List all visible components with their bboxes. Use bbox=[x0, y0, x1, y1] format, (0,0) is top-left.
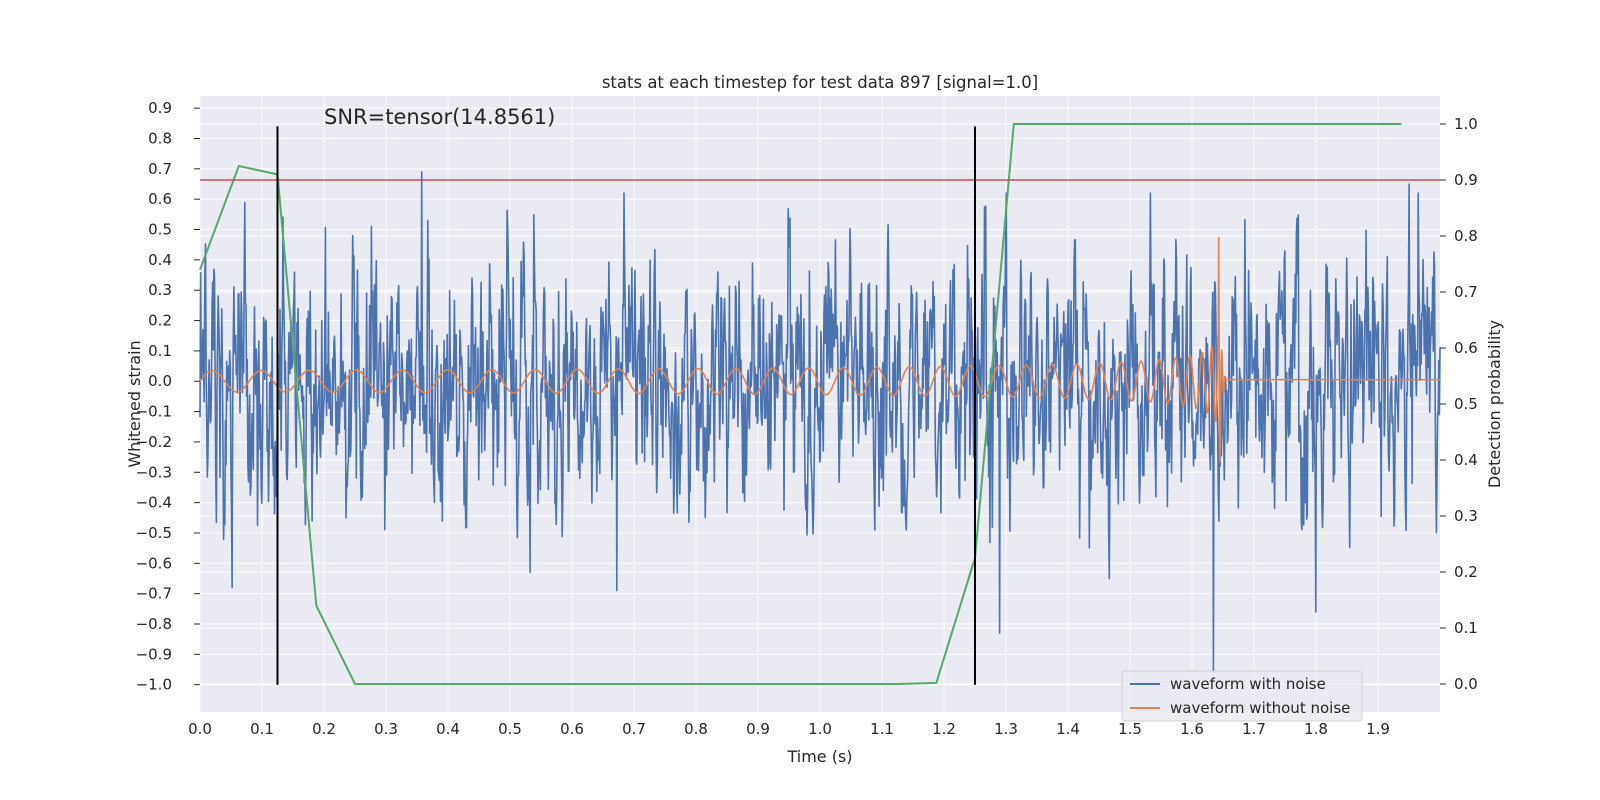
probability-line bbox=[199, 123, 1402, 685]
y-tick-label: −1.0 bbox=[136, 676, 172, 694]
x-tick-label: 0.2 bbox=[312, 720, 336, 738]
y-tick-label: 0.5 bbox=[148, 221, 172, 239]
y-tick-label: 0.9 bbox=[148, 99, 172, 117]
legend-box bbox=[1121, 670, 1363, 722]
chirp-line bbox=[199, 236, 1441, 463]
x-tick-label: 1.8 bbox=[1304, 720, 1328, 738]
x-tick-label: 0.7 bbox=[622, 720, 646, 738]
y-tick-label: −0.8 bbox=[136, 615, 172, 633]
y2-tick-label: 0.9 bbox=[1454, 171, 1478, 189]
y2-tick-label: 0.4 bbox=[1454, 451, 1478, 469]
x-tick-label: 0.9 bbox=[746, 720, 770, 738]
x-tick-label: 0.5 bbox=[498, 720, 522, 738]
y-tick-label: −0.4 bbox=[136, 494, 172, 512]
y-tick-label: −0.6 bbox=[136, 554, 172, 572]
y-tick-label: 0.8 bbox=[148, 129, 172, 147]
reference-lines bbox=[200, 126, 1440, 685]
y-axis-label: Whitened strain bbox=[125, 340, 144, 467]
y-tick-label: 0.1 bbox=[148, 342, 172, 360]
y2-tick-label: 0.6 bbox=[1454, 339, 1478, 357]
y2-tick-label: 0.1 bbox=[1454, 619, 1478, 637]
x-axis-label: Time (s) bbox=[786, 747, 852, 766]
noise-line bbox=[199, 171, 1441, 674]
x-tick-label: 0.8 bbox=[684, 720, 708, 738]
x-tick-label: 1.1 bbox=[870, 720, 894, 738]
series-detection-probability bbox=[199, 123, 1402, 685]
series-waveform-without-noise bbox=[199, 236, 1441, 463]
y-tick-label: 0.4 bbox=[148, 251, 172, 269]
legend: waveform with noise waveform without noi… bbox=[1121, 670, 1363, 722]
y-tick-label: 0.3 bbox=[148, 281, 172, 299]
y-tick-label: −0.3 bbox=[136, 463, 172, 481]
y-tick-label: 0.2 bbox=[148, 312, 172, 330]
y-tick-label: −0.9 bbox=[136, 645, 172, 663]
y2-axis-label: Detection probability bbox=[1485, 320, 1504, 488]
snr-annotation: SNR=tensor(14.8561) bbox=[324, 105, 555, 129]
x-tick-label: 0.1 bbox=[250, 720, 274, 738]
x-tick-label: 1.6 bbox=[1180, 720, 1204, 738]
y-tick-label: −0.7 bbox=[136, 585, 172, 603]
x-tick-label: 1.5 bbox=[1118, 720, 1142, 738]
y-tick-label: −0.2 bbox=[136, 433, 172, 451]
y-tick-label: −0.1 bbox=[136, 403, 172, 421]
y2-tick-label: 0.0 bbox=[1454, 675, 1478, 693]
x-tick-label: 1.4 bbox=[1056, 720, 1080, 738]
x-tick-label: 1.7 bbox=[1242, 720, 1266, 738]
x-tick-label: 1.9 bbox=[1366, 720, 1390, 738]
y2-tick-label: 1.0 bbox=[1454, 115, 1478, 133]
x-tick-label: 0.6 bbox=[560, 720, 584, 738]
y2-tick-label: 0.3 bbox=[1454, 507, 1478, 525]
y2-tick-label: 0.2 bbox=[1454, 563, 1478, 581]
y2-tick-label: 0.8 bbox=[1454, 227, 1478, 245]
x-tick-label: 0.0 bbox=[188, 720, 212, 738]
chart-title: stats at each timestep for test data 897… bbox=[602, 73, 1038, 92]
x-tick-label: 1.3 bbox=[994, 720, 1018, 738]
y-tick-label: 0.7 bbox=[148, 160, 172, 178]
series-waveform-with-noise bbox=[199, 171, 1441, 674]
x-tick-label: 0.4 bbox=[436, 720, 460, 738]
legend-label-noise: waveform with noise bbox=[1170, 675, 1326, 693]
x-tick-label: 1.0 bbox=[808, 720, 832, 738]
y-tick-label: −0.5 bbox=[136, 524, 172, 542]
y-tick-label: 0.6 bbox=[148, 190, 172, 208]
y-tick-label: 0.0 bbox=[148, 372, 172, 390]
x-tick-label: 0.3 bbox=[374, 720, 398, 738]
y2-tick-label: 0.7 bbox=[1454, 283, 1478, 301]
legend-label-no-noise: waveform without noise bbox=[1170, 699, 1350, 717]
x-tick-label: 1.2 bbox=[932, 720, 956, 738]
ticks: 0.0 0.1 0.2 0.3 0.4 0.5 0.6 0.7 0.8 0.9 1.0 1.1 1.2 1… bbox=[136, 99, 1478, 738]
y2-tick-label: 0.5 bbox=[1454, 395, 1478, 413]
